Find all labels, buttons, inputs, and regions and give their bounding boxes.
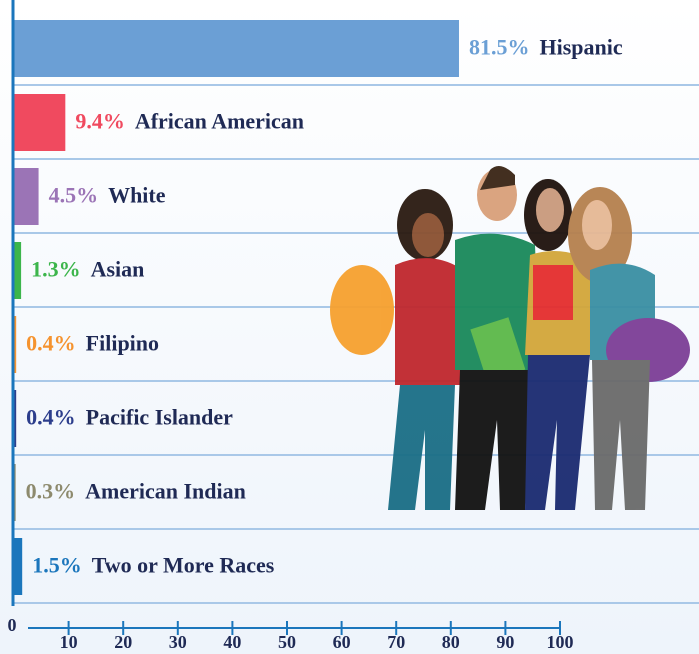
- bar: [14, 464, 16, 521]
- category-label: Hispanic: [539, 35, 622, 60]
- axis-group: 0 10 20 30 40 50 60 70 80 90 100: [8, 0, 574, 652]
- value-label: 81.5%: [469, 35, 530, 60]
- category-label: African American: [135, 109, 304, 134]
- value-label: 1.5%: [32, 553, 82, 578]
- x-tick-label: 20: [114, 632, 132, 652]
- x-tick-label: 100: [547, 632, 574, 652]
- category-label: Asian: [91, 257, 145, 282]
- x-tick-label: 40: [223, 632, 241, 652]
- illustration: [330, 166, 690, 510]
- category-label: White: [108, 183, 166, 208]
- x-tick-label: 30: [169, 632, 187, 652]
- bar: [14, 94, 66, 151]
- value-label: 9.4%: [75, 109, 125, 134]
- x-tick-label: 50: [278, 632, 296, 652]
- value-label: 0.4%: [26, 405, 76, 430]
- category-label: Filipino: [86, 331, 159, 356]
- category-label: American Indian: [85, 479, 246, 504]
- value-label: 0.4%: [26, 331, 76, 356]
- bar: [14, 20, 459, 77]
- x-tick-label: 0: [8, 615, 17, 635]
- category-label: Pacific Islander: [86, 405, 233, 430]
- category-label: Two or More Races: [92, 553, 275, 578]
- x-tick-label: 60: [333, 632, 351, 652]
- value-label: 4.5%: [49, 183, 99, 208]
- bar: [14, 390, 17, 447]
- bar: [14, 242, 22, 299]
- rows: 81.5% Hispanic 9.4% African American 4.5% Whi…: [14, 20, 699, 604]
- bar: [14, 538, 23, 595]
- value-label: 1.3%: [31, 257, 81, 282]
- bar: [14, 168, 39, 225]
- bar: [14, 316, 17, 373]
- x-tick-label: 80: [442, 632, 460, 652]
- value-label: 0.3%: [26, 479, 76, 504]
- x-tick-label: 70: [387, 632, 405, 652]
- x-tick-label: 90: [496, 632, 514, 652]
- x-tick-label: 10: [60, 632, 78, 652]
